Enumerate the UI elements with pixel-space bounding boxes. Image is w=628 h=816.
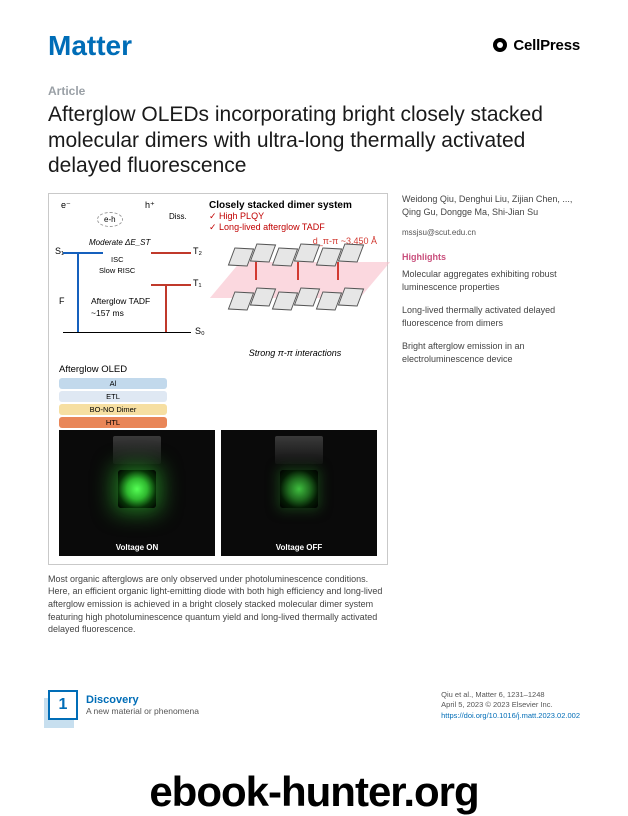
watermark: ebook-hunter.org: [0, 768, 628, 816]
photo-on-label: Voltage ON: [116, 543, 159, 552]
t2-label: T₂: [193, 246, 202, 256]
doi-link[interactable]: https://doi.org/10.1016/j.matt.2023.02.0…: [441, 711, 580, 722]
top-molecule: [225, 242, 375, 276]
lifetime-label: ~157 ms: [91, 308, 124, 318]
s1-level: [63, 252, 103, 254]
stack-layer: ETL: [59, 391, 167, 402]
dimer-heading: Closely stacked dimer system: [209, 200, 381, 211]
citation-line1: Qiu et al., Matter 6, 1231–1248: [441, 690, 580, 701]
citation-line2: April 5, 2023 © 2023 Elsevier Inc.: [441, 700, 580, 711]
corresponding-email: mssjsu@scut.edu.cn: [402, 227, 580, 239]
journal-name: Matter: [48, 30, 132, 62]
check-tadf: ✓ Long-lived afterglow TADF: [209, 222, 381, 233]
highlight-1: Molecular aggregates exhibiting robust l…: [402, 268, 580, 294]
photo-voltage-on: Voltage ON: [59, 430, 215, 556]
glow-off: [280, 470, 318, 508]
dimer-molecule: [217, 238, 373, 323]
pi-interaction-label: Strong π-π interactions: [209, 348, 381, 358]
article-kind: Article: [48, 84, 580, 98]
chip-icon: [113, 436, 161, 464]
stack-heading: Afterglow OLED: [59, 364, 377, 375]
stack-layer: Al: [59, 378, 167, 389]
t2-level: [151, 252, 191, 254]
glow-on: [118, 470, 156, 508]
authors: Weidong Qiu, Denghui Liu, Zijian Chen, .…: [402, 193, 580, 219]
F-arrow: [77, 254, 79, 332]
dimer-panel: Closely stacked dimer system ✓ High PLQY…: [209, 200, 381, 360]
header: Matter CellPress: [48, 30, 580, 62]
device-stack: Afterglow OLED AlETLBO-NO DimerHTLITO: [55, 360, 381, 428]
publisher-label: CellPress: [513, 37, 580, 54]
discovery-badge: 1: [48, 690, 78, 720]
discovery-subtitle: A new material or phenomena: [86, 706, 199, 716]
photo-off-label: Voltage OFF: [276, 543, 323, 552]
h-plus-label: h⁺: [145, 200, 155, 211]
sidebar: Weidong Qiu, Denghui Liu, Zijian Chen, .…: [402, 193, 580, 636]
check-plqy: ✓ High PLQY: [209, 211, 381, 222]
citation-block: Qiu et al., Matter 6, 1231–1248 April 5,…: [441, 690, 580, 722]
risc-label: Slow RISC: [99, 266, 135, 275]
publisher: CellPress: [493, 37, 580, 55]
F-label: F: [59, 296, 65, 306]
t1-label: T₁: [193, 278, 202, 288]
tadf-arrow: [165, 286, 167, 332]
highlight-3: Bright afterglow emission in an electrol…: [402, 340, 580, 366]
diss-label: Diss.: [169, 212, 187, 221]
photo-voltage-off: Voltage OFF: [221, 430, 377, 556]
discovery-title: Discovery: [86, 694, 199, 706]
s0-level: [63, 332, 191, 334]
highlights-heading: Highlights: [402, 251, 580, 264]
t1-level: [151, 284, 191, 286]
e-minus-label: e⁻: [61, 200, 71, 211]
isc-label: ISC: [111, 255, 124, 264]
tadf-label: Afterglow TADF: [91, 296, 150, 306]
discovery-badge-block: 1 Discovery A new material or phenomena: [48, 690, 199, 720]
article-title: Afterglow OLEDs incorporating bright clo…: [48, 102, 580, 179]
stack-layer: HTL: [59, 417, 167, 428]
graphical-abstract: e⁻ h⁺ e-h Diss. Moderate ΔE_ST S₁ T₂ T₁ …: [48, 193, 388, 565]
s1-label: S₁: [55, 246, 64, 256]
jablonski-diagram: e⁻ h⁺ e-h Diss. Moderate ΔE_ST S₁ T₂ T₁ …: [55, 200, 205, 360]
cellpress-icon: [493, 38, 507, 52]
chip-icon: [275, 436, 323, 464]
summary-text: Most organic afterglows are only observe…: [48, 573, 388, 636]
stack-layer: BO-NO Dimer: [59, 404, 167, 415]
highlight-2: Long-lived thermally activated delayed f…: [402, 304, 580, 330]
s0-label: S₀: [195, 326, 205, 336]
eh-label: e-h: [97, 212, 123, 227]
dE-label: Moderate ΔE_ST: [89, 238, 150, 247]
bottom-molecule: [225, 286, 375, 320]
